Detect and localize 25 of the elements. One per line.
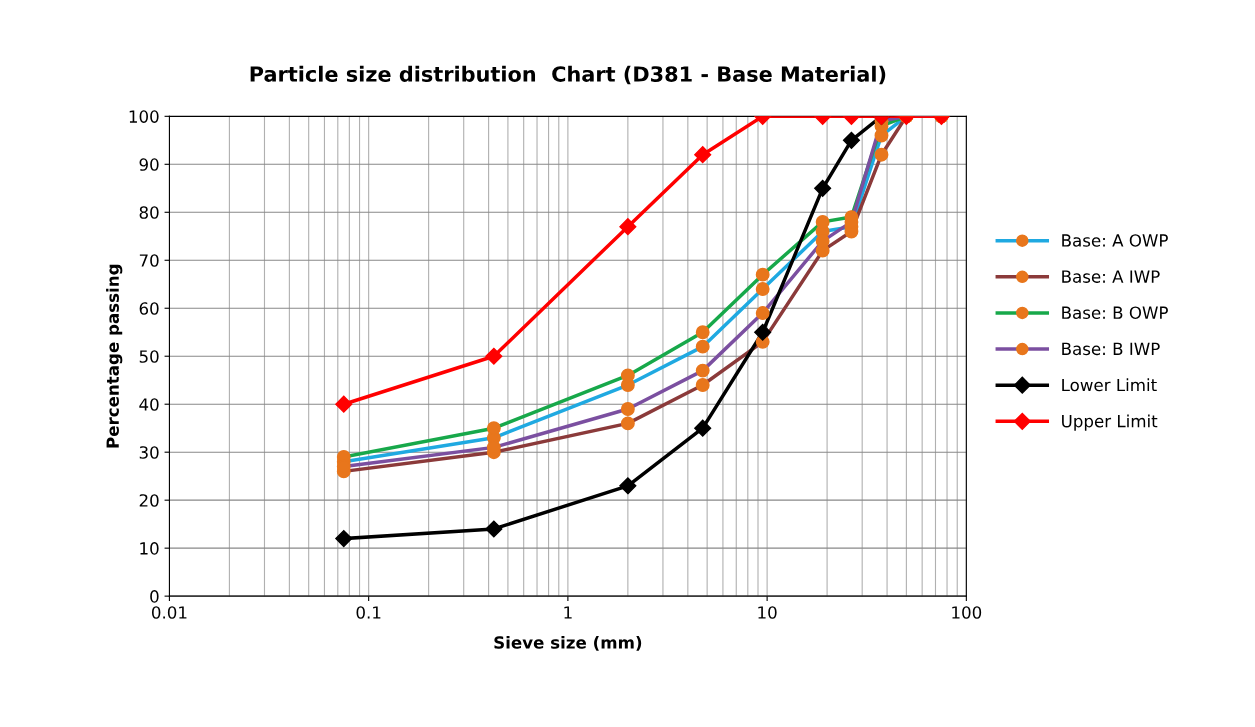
y-axis-title: Percentage passing [106, 264, 123, 448]
chart-title: Particle size distribution Chart (D381 - Base Material) [250, 65, 886, 85]
y-tick-label: 70 [139, 254, 159, 267]
y-tick-label: 20 [139, 494, 159, 507]
legend-label: Lower Limit [1062, 378, 1157, 392]
legend-label: Base: A IWP [1062, 270, 1160, 283]
x-tick-label: 0.1 [356, 606, 381, 619]
y-tick-label: 50 [139, 350, 159, 363]
legend-label: Base: B OWP [1062, 306, 1168, 320]
x-tick-label: 100 [952, 606, 982, 619]
x-axis-title: Sieve size (mm) [494, 635, 642, 651]
y-tick-label: 100 [129, 110, 159, 123]
y-tick-label: 30 [139, 446, 159, 459]
legend-label: Base: B IWP [1062, 342, 1160, 356]
y-tick-label: 90 [139, 158, 159, 171]
y-tick-label: 60 [139, 302, 159, 315]
legend-label: Upper Limit [1062, 414, 1158, 431]
y-tick-label: 0 [150, 590, 159, 603]
y-tick-label: 10 [140, 542, 159, 555]
y-tick-label: 40 [139, 398, 159, 411]
x-tick-label: 1 [564, 606, 572, 619]
legend-label: Base: A OWP [1062, 234, 1168, 247]
y-tick-label: 80 [139, 206, 159, 219]
x-tick-label: 0.01 [151, 606, 187, 619]
x-tick-label: 10 [758, 606, 777, 619]
